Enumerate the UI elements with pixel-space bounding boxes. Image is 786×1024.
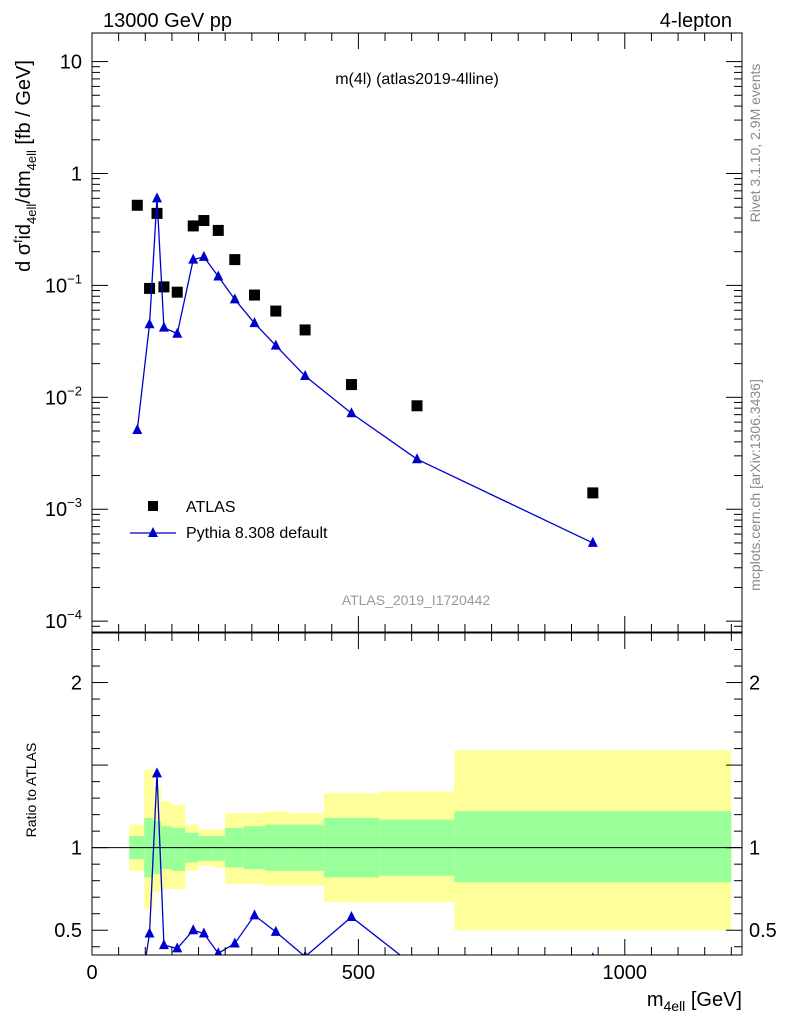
uncertainty-band-inner (454, 811, 732, 883)
y-tick-label: 10−3 (45, 495, 82, 521)
pythia-point (213, 270, 224, 281)
atlas-point (131, 199, 143, 211)
atlas-point (187, 220, 199, 232)
legend: ATLAS Pythia 8.308 default (130, 499, 328, 542)
atlas-point (299, 324, 311, 336)
main-panel: 10−4 10−3 10−2 10−1 1 10 m(4l) (atlas2019-4ll… (11, 32, 743, 633)
x-tick-label: 1000 (603, 962, 648, 984)
ratio-pythia-point (412, 962, 422, 972)
ratio-pythia-point (172, 942, 183, 953)
ratio-pythia-point (158, 939, 169, 950)
uncertainty-band-inner (211, 836, 226, 861)
atlas-point (345, 379, 357, 391)
pythia-point (229, 293, 240, 304)
pythia-point (132, 424, 143, 435)
ratio-y-tick-label-right: 2 (749, 673, 760, 695)
pythia-point (158, 321, 169, 332)
legend-label-pythia: Pythia 8.308 default (186, 525, 328, 542)
ratio-pythia-point (270, 925, 281, 936)
atlas-point (229, 254, 241, 266)
ratio-pythia-point (346, 911, 357, 922)
x-tick-label: 500 (342, 962, 375, 984)
y-tick-label: 10 (60, 52, 82, 74)
ratio-y-tick-label-right: 0.5 (749, 920, 777, 942)
x-tick-label: 0 (86, 962, 97, 984)
legend-triangle-marker-icon (148, 527, 158, 537)
pythia-point (249, 317, 260, 328)
watermark: ATLAS_2019_I1720442 (342, 592, 491, 608)
x-axis-label: m4ell [GeV] (647, 989, 742, 1014)
pythia-point (587, 536, 598, 547)
ratio-y-axis-label: Ratio to ATLAS (23, 743, 39, 838)
legend-square-marker-icon (148, 501, 158, 511)
atlas-point (171, 286, 183, 298)
atlas-point (587, 487, 599, 499)
main-title: m(4l) (atlas2019-4lline) (335, 71, 499, 88)
uncertainty-band-inner (171, 827, 186, 871)
pythia-point (300, 370, 311, 381)
pythia-point (172, 327, 183, 338)
ratio-y-tick-label: 0.5 (54, 920, 82, 942)
ratio-y-tick-label-right: 1 (749, 838, 760, 860)
pythia-line (136, 198, 594, 544)
y-tick-label: 10−1 (45, 271, 82, 297)
pythia-point (412, 453, 422, 464)
ratio-frame (91, 632, 743, 956)
pythia-point (144, 318, 155, 329)
uncertainty-band-inner (198, 836, 212, 861)
main-y-axis-label: d σfid4ell/dm4ell [fb / GeV] (11, 60, 39, 272)
y-tick-label: 10−2 (45, 383, 82, 409)
y-tick-label: 10−4 (45, 607, 82, 633)
pythia-point (188, 253, 199, 264)
ratio-pythia-point (188, 924, 199, 935)
rivet-label: Rivet 3.1.10, 2.9M events (747, 64, 763, 223)
ratio-y-tick-label: 1 (71, 838, 82, 860)
atlas-point (198, 215, 210, 227)
ratio-pythia-point (214, 947, 223, 955)
main-frame (91, 32, 743, 633)
atlas-point (144, 282, 156, 294)
ratio-y-tick-label: 2 (71, 673, 82, 695)
atlas-point (212, 224, 224, 236)
ratio-pythia-point (591, 952, 595, 955)
y-tick-label: 1 (71, 163, 82, 185)
source-label: mcplots.cern.ch [arXiv:1306.3436] (747, 379, 763, 591)
pythia-point (198, 250, 209, 261)
legend-item-atlas: ATLAS (148, 499, 236, 516)
atlas-point (249, 289, 260, 301)
legend-label-atlas: ATLAS (186, 499, 236, 516)
atlas-point (158, 281, 170, 293)
energy-label: 13000 GeV pp (103, 10, 232, 32)
atlas-point (270, 305, 282, 317)
ratio-pythia-point (152, 767, 162, 778)
process-label: 4-lepton (660, 10, 732, 32)
atlas-point (411, 400, 423, 412)
ratio-pythia-point (198, 927, 209, 938)
ratio-pythia-point (132, 1005, 142, 1015)
pythia-point (270, 339, 281, 350)
pythia-point (346, 407, 357, 418)
ratio-panel: 0.5 0.5 1 1 2 2 0 500 1000 Ratio to ATLAS m4ell … (23, 632, 777, 1015)
ratio-pythia-point (144, 927, 155, 938)
ratio-pythia-point (249, 909, 260, 920)
legend-item-pythia: Pythia 8.308 default (130, 525, 328, 542)
ratio-pythia-point (229, 937, 240, 948)
atlas-point (151, 207, 163, 219)
pythia-point (152, 192, 162, 203)
